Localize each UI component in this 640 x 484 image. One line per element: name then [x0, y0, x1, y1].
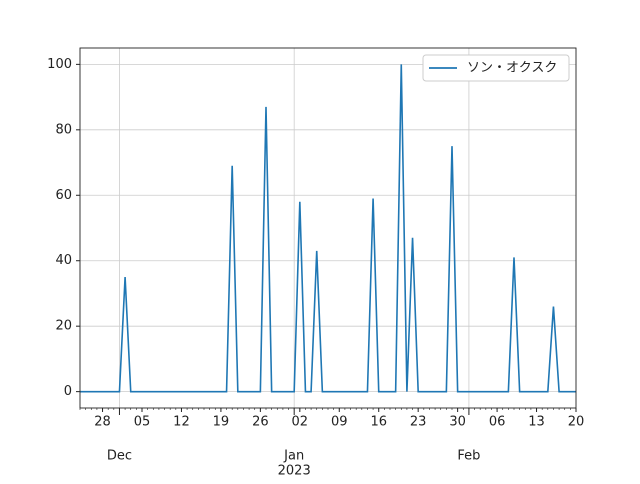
x-major-label: Dec — [107, 449, 132, 464]
grid — [80, 48, 576, 408]
plot-frame — [79, 47, 577, 409]
x-tick-label: 05 — [134, 415, 151, 430]
x-tick-label: 23 — [410, 415, 427, 430]
y-tick-label: 100 — [47, 57, 72, 72]
legend-box — [422, 54, 570, 82]
x-tick-label: 09 — [331, 415, 348, 430]
legend: ソン・オクスク — [422, 54, 570, 82]
y-tick-label: 80 — [55, 122, 72, 137]
x-tick-label: 16 — [370, 415, 387, 430]
x-tick-label: 12 — [173, 415, 190, 430]
x-tick-label: 26 — [252, 415, 269, 430]
x-tick-label: 13 — [528, 415, 545, 430]
line-series — [80, 64, 576, 393]
x-major-label: Jan — [283, 449, 304, 464]
x-year-label: 2023 — [278, 464, 311, 479]
y-tick-label: 40 — [55, 253, 72, 268]
x-tick-label: 30 — [449, 415, 466, 430]
legend-label: ソン・オクスク — [467, 61, 557, 76]
x-tick-label: 28 — [94, 415, 111, 430]
x-tick-label: 02 — [292, 415, 309, 430]
y-tick-label: 60 — [55, 188, 72, 203]
x-tick-label: 19 — [213, 415, 230, 430]
x-tick-label: 06 — [489, 415, 506, 430]
x-major-label: Feb — [457, 449, 480, 464]
y-tick-label: 0 — [64, 384, 72, 399]
y-tick-label: 20 — [55, 319, 72, 334]
x-tick-label: 20 — [568, 415, 585, 430]
